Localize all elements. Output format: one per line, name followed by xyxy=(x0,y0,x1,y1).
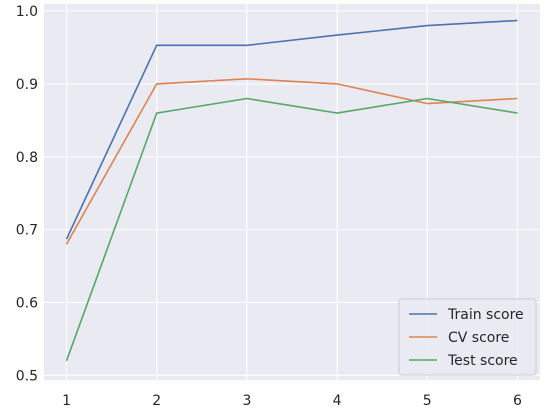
x-tick-label: 3 xyxy=(242,393,251,409)
y-tick-label: 1.0 xyxy=(16,4,38,20)
series-line-train-score xyxy=(65,19,518,240)
y-tick-label: 0.9 xyxy=(16,77,38,93)
series-lines xyxy=(65,19,518,362)
y-tick-label: 0.8 xyxy=(16,150,38,166)
y-tick-label: 0.5 xyxy=(16,368,38,384)
x-tick-label: 4 xyxy=(333,393,342,409)
y-tick-label: 0.6 xyxy=(16,295,38,311)
legend-label-cv-score: CV score xyxy=(448,330,509,346)
x-tick-label: 6 xyxy=(513,393,522,409)
x-axis-ticks: 1 2 3 4 5 6 xyxy=(62,393,522,409)
legend: Train score CV score Test score xyxy=(398,298,537,376)
x-tick-label: 2 xyxy=(152,393,161,409)
legend-label-test-score: Test score xyxy=(447,353,518,369)
series-line-test-score xyxy=(65,97,518,362)
x-tick-label: 5 xyxy=(423,393,432,409)
legend-label-train-score: Train score xyxy=(447,307,524,323)
y-tick-label: 0.7 xyxy=(16,223,38,239)
legend-box xyxy=(398,298,537,376)
y-axis-ticks: 0.5 0.6 0.7 0.8 0.9 1.0 xyxy=(16,4,38,384)
x-tick-label: 1 xyxy=(62,393,71,409)
series-line-cv-score xyxy=(65,77,518,245)
